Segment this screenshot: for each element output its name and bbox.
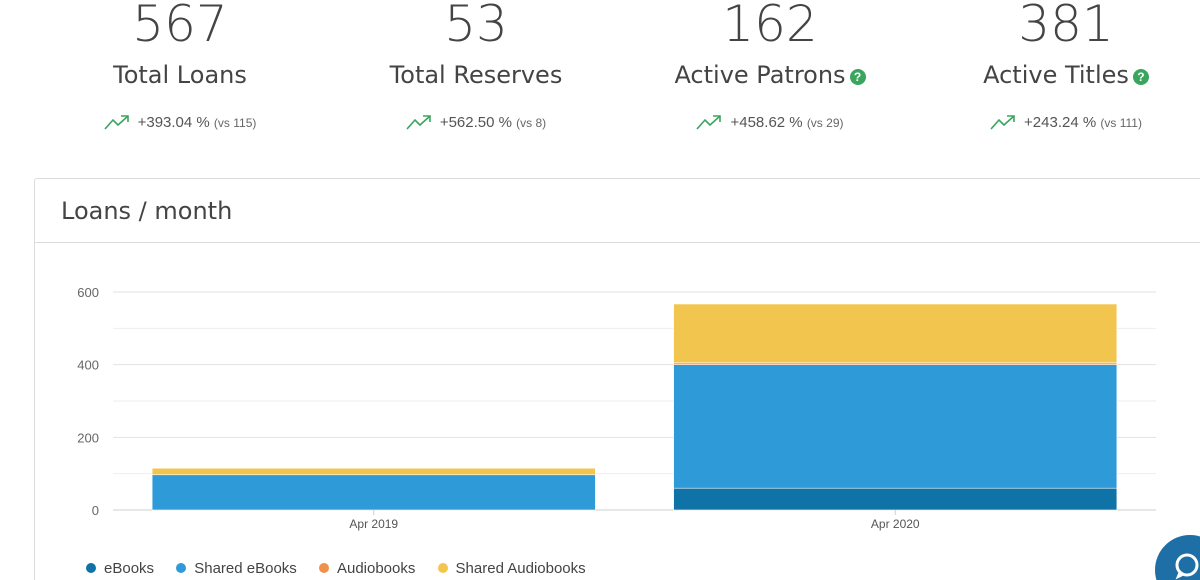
legend-dot	[86, 563, 96, 573]
legend-dot	[318, 563, 329, 573]
chat-icon	[1175, 553, 1199, 580]
y-tick-label: 600	[77, 285, 99, 300]
bar-segment	[673, 487, 1118, 511]
bar-segment	[673, 303, 1118, 364]
stats-row: 567 Total Loans +393.04 % (vs 115) 53 To…	[0, 0, 1200, 170]
legend-dot	[176, 563, 187, 573]
trend-up-icon	[696, 114, 722, 137]
stat-value: 162	[722, 0, 818, 53]
y-tick-label: 400	[77, 358, 99, 373]
stat-value: 381	[1018, 0, 1114, 53]
bar-segment	[673, 364, 1118, 489]
panel-header: Loans / month	[35, 179, 1200, 243]
x-tick-label: Apr 2019	[349, 517, 398, 531]
stat-value: 567	[132, 0, 228, 53]
stat-change: +562.50 % (vs 8)	[376, 112, 576, 137]
y-tick-label: 200	[77, 430, 99, 445]
stat-label: Total Loans	[113, 61, 247, 89]
stat-change: +243.24 % (vs 111)	[966, 112, 1166, 137]
bar-segment	[151, 474, 596, 511]
help-circle-icon[interactable]: ?	[1132, 69, 1149, 85]
trend-up-icon	[990, 114, 1016, 137]
stat-value: 53	[444, 0, 508, 53]
legend-item-ebooks[interactable]: eBooks	[86, 558, 154, 580]
trend-up-icon	[103, 114, 130, 137]
help-circle-icon[interactable]: ?	[849, 69, 866, 85]
legend-item-shared-audiobooks[interactable]: Shared Audiobooks	[437, 558, 586, 580]
stat-change: +458.62 % (vs 29)	[670, 112, 870, 137]
chart-legend: eBooks Shared eBooks Audiobooks Shared A…	[86, 558, 604, 580]
stat-change: +393.04 % (vs 115)	[80, 112, 280, 137]
legend-dot	[437, 563, 448, 573]
legend-item-shared-ebooks[interactable]: Shared eBooks	[176, 558, 297, 580]
x-tick-label: Apr 2020	[871, 517, 920, 531]
stat-label: Total Reserves	[389, 61, 563, 89]
y-tick-label: 0	[92, 503, 99, 518]
panel-title: Loans / month	[61, 197, 233, 225]
legend-item-audiobooks[interactable]: Audiobooks	[318, 558, 415, 580]
stat-label: Active Titles?	[966, 60, 1166, 90]
trend-up-icon	[406, 114, 432, 137]
stat-label: Active Patrons?	[670, 60, 870, 90]
bar-segment	[151, 467, 596, 476]
